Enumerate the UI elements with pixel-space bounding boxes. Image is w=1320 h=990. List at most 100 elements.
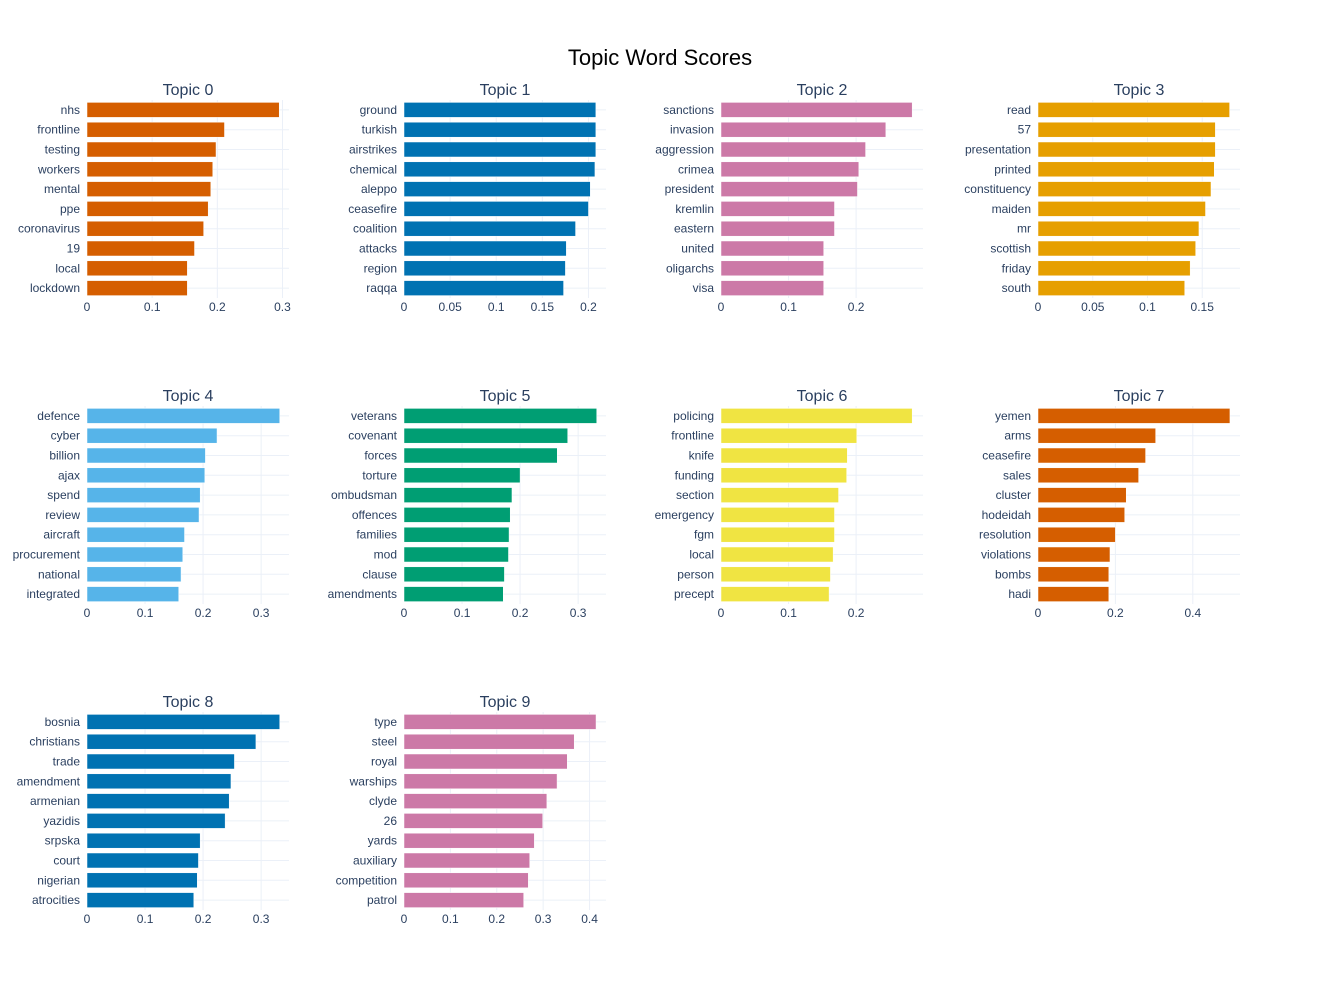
x-tick-label: 0.2	[195, 606, 212, 620]
x-tick-label: 0.1	[137, 606, 154, 620]
word-label: local	[689, 548, 714, 562]
word-label: mod	[374, 548, 397, 562]
word-label: aggression	[655, 143, 714, 157]
word-label: section	[676, 488, 714, 502]
word-label: resolution	[979, 528, 1031, 542]
word-label: ajax	[58, 468, 80, 482]
word-label: frontline	[671, 429, 714, 443]
x-tick-label: 0.1	[488, 300, 505, 314]
bar	[403, 220, 576, 237]
word-label: scottish	[990, 242, 1031, 256]
panel-title: Topic 3	[1114, 82, 1165, 99]
x-tick-label: 0.05	[438, 300, 462, 314]
x-tick-label: 0	[401, 912, 408, 926]
panel-title: Topic 1	[480, 82, 531, 99]
topic-panel: Topic 1 ground turkish airstrikes chemical al…	[348, 82, 606, 314]
bar	[403, 181, 591, 197]
word-label: spend	[47, 488, 80, 502]
bar	[403, 714, 597, 730]
word-label: auxiliary	[353, 854, 397, 868]
word-label: yemen	[995, 409, 1031, 423]
bar	[1037, 240, 1196, 257]
word-label: visa	[693, 281, 715, 295]
word-label: hadi	[1008, 587, 1031, 601]
word-label: offences	[352, 508, 397, 522]
word-label: precept	[674, 587, 715, 601]
word-label: christians	[29, 735, 80, 749]
word-label: amendments	[328, 587, 397, 601]
bar	[403, 161, 596, 178]
word-label: veterans	[351, 409, 397, 423]
word-label: 19	[67, 242, 81, 256]
word-label: yazidis	[43, 814, 80, 828]
bar	[1037, 260, 1191, 277]
topic-panel: Topic 4 defence cyber billion ajax spend revie…	[13, 388, 289, 620]
word-label: warships	[349, 774, 397, 788]
bar	[1037, 161, 1215, 178]
word-label: defence	[37, 409, 80, 423]
word-label: 26	[384, 814, 398, 828]
x-tick-label: 0.3	[253, 912, 270, 926]
bar	[720, 161, 860, 178]
word-label: clyde	[369, 794, 397, 808]
bar	[403, 201, 589, 217]
word-label: srpska	[45, 834, 81, 848]
bar	[86, 201, 209, 217]
word-label: clause	[362, 567, 397, 581]
x-tick-label: 0	[84, 300, 91, 314]
bar	[86, 408, 280, 424]
bar	[86, 586, 179, 602]
bar	[403, 260, 566, 277]
bar	[403, 832, 535, 849]
x-tick-label: 0	[1035, 300, 1042, 314]
bar	[720, 102, 913, 118]
topic-panel: Topic 8 bosnia christians trade amendment arm…	[17, 694, 289, 926]
x-tick-label: 0.15	[531, 300, 555, 314]
word-label: policing	[673, 409, 714, 423]
x-tick-label: 0.1	[454, 606, 471, 620]
word-label: united	[681, 242, 714, 256]
bar	[720, 121, 887, 138]
bar	[86, 714, 280, 730]
x-tick-label: 0.1	[442, 912, 459, 926]
bar	[1037, 102, 1230, 118]
x-tick-label: 0.2	[512, 606, 529, 620]
panel-title: Topic 2	[797, 82, 848, 99]
word-label: cluster	[996, 488, 1031, 502]
word-label: ombudsman	[331, 488, 397, 502]
bar	[86, 753, 235, 770]
x-tick-label: 0	[84, 912, 91, 926]
word-label: constituency	[964, 182, 1031, 196]
word-label: nhs	[61, 103, 80, 117]
bar	[86, 427, 218, 444]
bar	[720, 586, 830, 602]
word-label: sales	[1003, 468, 1031, 482]
bar	[720, 467, 847, 484]
word-label: region	[364, 261, 397, 275]
bar	[86, 141, 217, 158]
bar	[86, 892, 195, 908]
word-label: ceasefire	[982, 449, 1031, 463]
panel-title: Topic 8	[163, 694, 214, 711]
topic-panel: Topic 5 veterans covenant forces torture ombu…	[328, 388, 606, 620]
bar	[86, 773, 232, 790]
bar	[403, 102, 597, 118]
panel-title: Topic 6	[797, 388, 848, 405]
word-label: patrol	[367, 893, 397, 907]
bar	[86, 832, 201, 849]
word-label: ppe	[60, 202, 80, 216]
bar	[403, 427, 568, 444]
bar	[403, 467, 521, 484]
word-label: printed	[994, 162, 1031, 176]
bar	[1037, 201, 1206, 217]
word-label: presentation	[965, 143, 1031, 157]
topic-panel: Topic 2 sanctions invasion aggression crimea…	[655, 82, 923, 314]
word-label: integrated	[27, 587, 80, 601]
bar	[720, 280, 824, 296]
bar	[86, 872, 198, 889]
bar	[1037, 427, 1156, 444]
bar	[86, 487, 201, 503]
x-tick-label: 0.3	[570, 606, 587, 620]
bar	[1037, 526, 1116, 543]
